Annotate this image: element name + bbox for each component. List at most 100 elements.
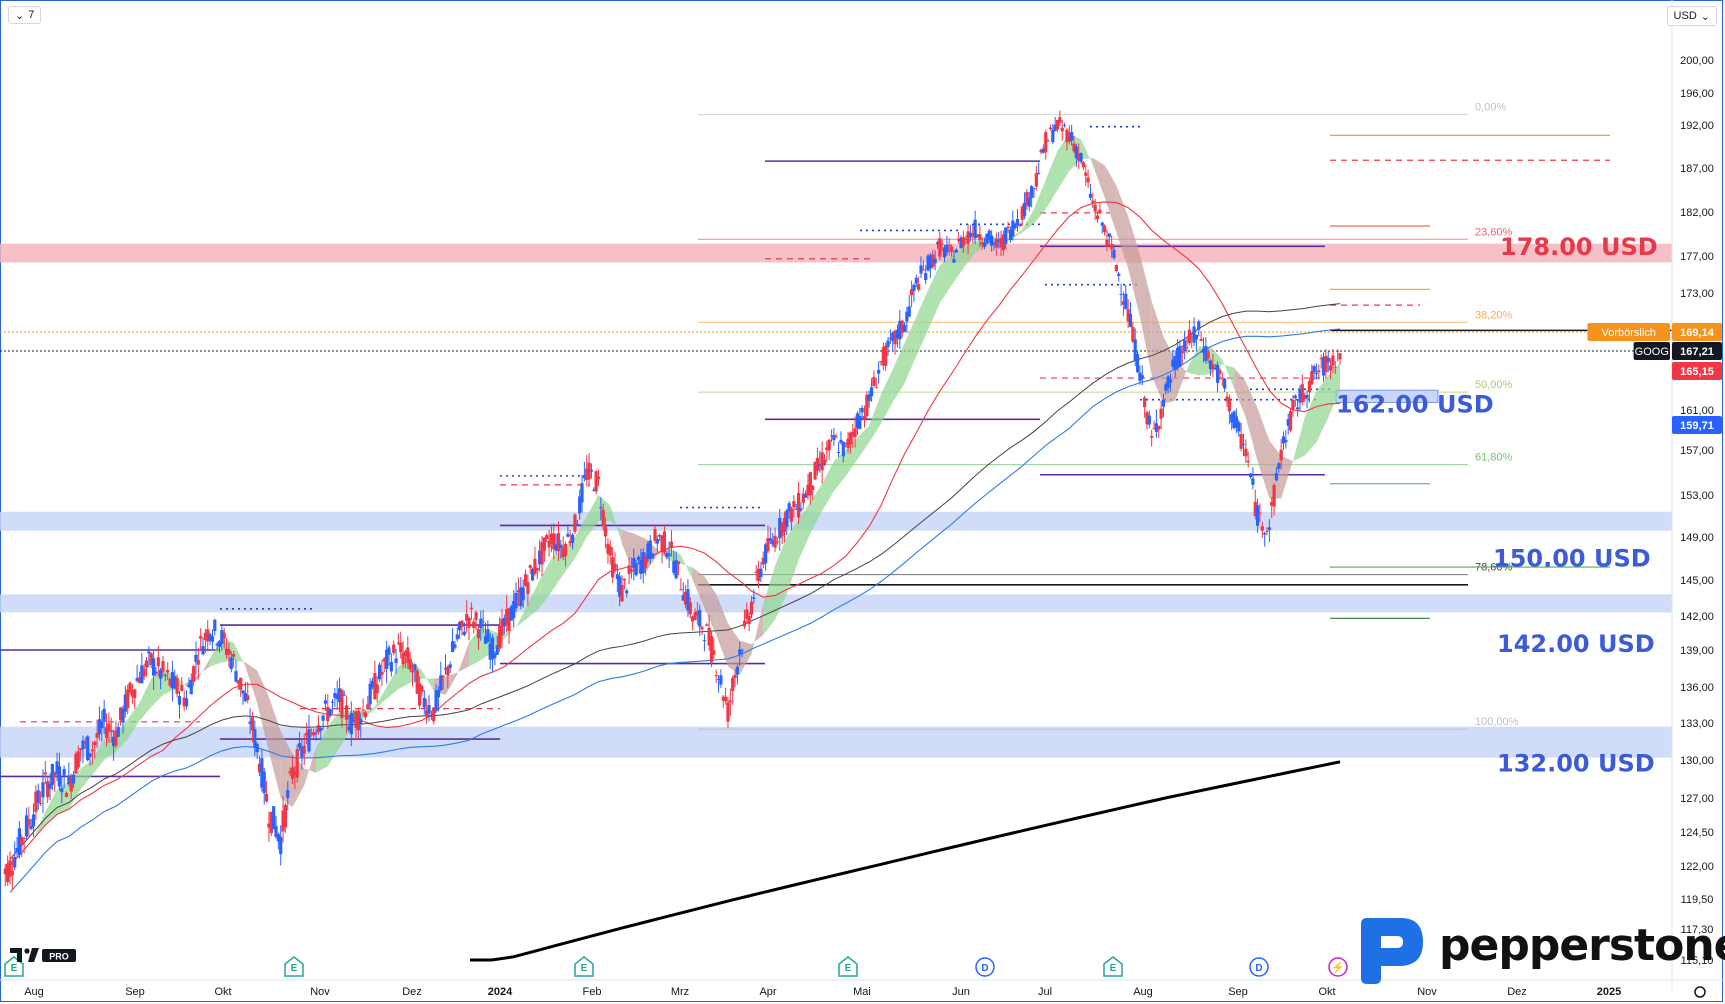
ribbon-segment-38	[457, 642, 470, 675]
candle-body-339	[796, 492, 801, 518]
candle-body-102	[239, 677, 243, 690]
candle-body-19	[43, 772, 47, 775]
candle-body-371	[872, 377, 876, 386]
candle-body-301	[707, 627, 711, 646]
candle-body-107	[250, 717, 255, 731]
candle-body-463	[1088, 194, 1093, 198]
price-tick-25: 117,30	[1681, 924, 1714, 936]
candle-body-406	[954, 249, 958, 253]
candle-body-44	[102, 708, 106, 722]
candle-body-484	[1138, 372, 1142, 381]
candle-body-53	[123, 694, 127, 712]
candle-body-337	[792, 501, 796, 508]
candle-body-295	[693, 612, 697, 620]
price-axis: 200,00 196,00 192,00 187,00 182,00 177,00 173,…	[1587, 0, 1722, 990]
candle-body-201	[472, 621, 476, 628]
candle-body-508	[1194, 334, 1199, 340]
candle-body-253	[594, 471, 598, 492]
candle-body-565	[1328, 365, 1333, 371]
candle-body-569	[1338, 353, 1342, 360]
candle-body-284	[667, 553, 671, 556]
earnings-icon	[574, 956, 594, 977]
candle-body-416	[978, 234, 982, 240]
candle-body-523	[1230, 414, 1234, 423]
ribbon-segment-69	[822, 461, 834, 511]
price-tick-23: 122,00	[1680, 861, 1714, 873]
candle-body-550	[1293, 395, 1297, 399]
candle-body-276	[648, 540, 652, 559]
candle-body-503	[1183, 340, 1187, 352]
ribbon-segment-79	[939, 256, 952, 304]
ribbon-segment-66	[786, 519, 799, 594]
candle-body-297	[698, 610, 702, 627]
candle-body-244	[573, 514, 577, 532]
candle-body-173	[406, 647, 410, 663]
price-tag-11: 159,71	[1680, 420, 1714, 432]
candle-body-36	[83, 741, 87, 744]
candle-body-146	[342, 694, 346, 696]
candle-body-486	[1143, 397, 1147, 408]
candle-body-67	[156, 657, 160, 667]
candle-body-240	[563, 543, 568, 557]
candle-body-12	[27, 819, 31, 826]
candle-body-143	[335, 694, 339, 700]
candle-body-8	[17, 828, 22, 855]
ribbon-segment-7	[92, 739, 105, 775]
candle-body-198	[465, 613, 469, 621]
candle-body-372	[874, 387, 878, 389]
candle-body-58	[135, 678, 139, 681]
ribbon-segment-94	[1116, 185, 1129, 269]
candle-body-66	[154, 671, 158, 674]
candle-body-343	[806, 484, 810, 496]
candle-body-546	[1284, 439, 1288, 443]
event-marker-label-2: E	[581, 963, 588, 974]
candle-body-196	[460, 620, 464, 627]
time-label-14: Okt	[1318, 986, 1335, 998]
candle-body-38	[88, 753, 92, 757]
candle-body-144	[337, 688, 342, 702]
candle-body-516	[1213, 367, 1217, 370]
candle-body-420	[987, 230, 991, 241]
event-marker-label-6: D	[1255, 963, 1262, 974]
candle-body-230	[540, 542, 544, 565]
candle-body-294	[691, 616, 695, 622]
candle-body-281	[660, 535, 664, 553]
candle-body-160	[375, 684, 379, 694]
time-label-8: Apr	[759, 986, 776, 998]
candle-body-290	[681, 595, 685, 601]
candle-body-200	[469, 607, 473, 610]
candle-body-394	[926, 255, 930, 271]
candle-body-478	[1124, 293, 1128, 309]
candle-body-29	[67, 775, 71, 785]
candle-body-530	[1246, 460, 1250, 463]
interval-button[interactable]: ⌄ 7	[8, 6, 42, 24]
price-tick-13: 153,00	[1680, 490, 1714, 502]
time-label-16: Dez	[1507, 986, 1527, 998]
candle-body-210	[493, 653, 497, 658]
candle-body-153	[359, 718, 363, 725]
price-tick-19: 133,00	[1680, 718, 1714, 730]
currency-select[interactable]: USD ⌄	[1666, 6, 1717, 26]
candle-body-306	[719, 675, 723, 685]
candle-body-280	[658, 535, 662, 537]
time-label-6: Feb	[583, 986, 602, 998]
candle-body-519	[1220, 377, 1224, 379]
candle-body-134	[314, 732, 318, 734]
candle-body-76	[177, 696, 182, 705]
zone-3	[0, 726, 1672, 758]
earnings-icon	[1103, 956, 1123, 977]
candle-body-275	[646, 543, 650, 559]
candle-body-62	[144, 660, 149, 668]
candle-body-347	[815, 457, 820, 471]
candle-body-263	[618, 576, 622, 597]
candle-body-77	[180, 685, 184, 691]
price-tick-4: 182,00	[1680, 207, 1714, 219]
candle-body-311	[731, 677, 735, 691]
candle-body-451	[1060, 127, 1064, 132]
candle-body-455	[1070, 132, 1074, 141]
time-label-11: Jul	[1038, 986, 1052, 998]
candle-body-242	[568, 540, 572, 544]
ribbon-segment-21	[257, 670, 269, 752]
candle-body-267	[627, 565, 631, 574]
